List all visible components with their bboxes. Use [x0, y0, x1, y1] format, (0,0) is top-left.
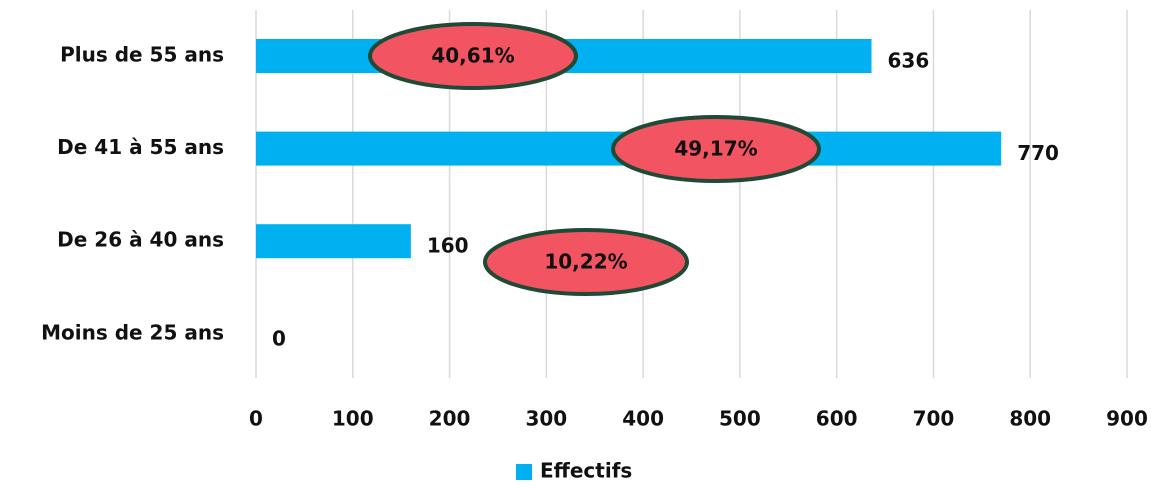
bar: [256, 224, 411, 259]
annotation-text: 40,61%: [431, 44, 514, 68]
value-label: 770: [1017, 141, 1059, 165]
annotation-bubble: [483, 228, 689, 296]
x-tick-label: 900: [1106, 407, 1148, 431]
y-tick-label: De 41 à 55 ans: [57, 135, 224, 159]
x-tick-label: 600: [816, 407, 858, 431]
x-tick-label: 200: [429, 407, 471, 431]
x-tick-label: 400: [622, 407, 664, 431]
y-tick-label: Moins de 25 ans: [41, 320, 224, 344]
legend-label: Effectifs: [540, 459, 632, 483]
annotation-text: 10,22%: [544, 250, 627, 274]
x-tick-label: 100: [332, 407, 374, 431]
x-tick-label: 0: [249, 407, 263, 431]
legend-swatch: [516, 464, 532, 480]
value-label: 636: [888, 49, 930, 73]
x-tick-label: 300: [525, 407, 567, 431]
annotation-bubble: [611, 115, 821, 183]
x-tick-label: 800: [1009, 407, 1051, 431]
annotation-bubble: [368, 22, 578, 90]
x-tick-label: 700: [913, 407, 955, 431]
value-label: 160: [427, 234, 469, 258]
value-label: 0: [272, 326, 286, 350]
y-tick-label: Plus de 55 ans: [60, 43, 224, 67]
x-tick-label: 500: [719, 407, 761, 431]
y-tick-label: De 26 à 40 ans: [57, 228, 224, 252]
annotation-text: 49,17%: [674, 137, 757, 161]
